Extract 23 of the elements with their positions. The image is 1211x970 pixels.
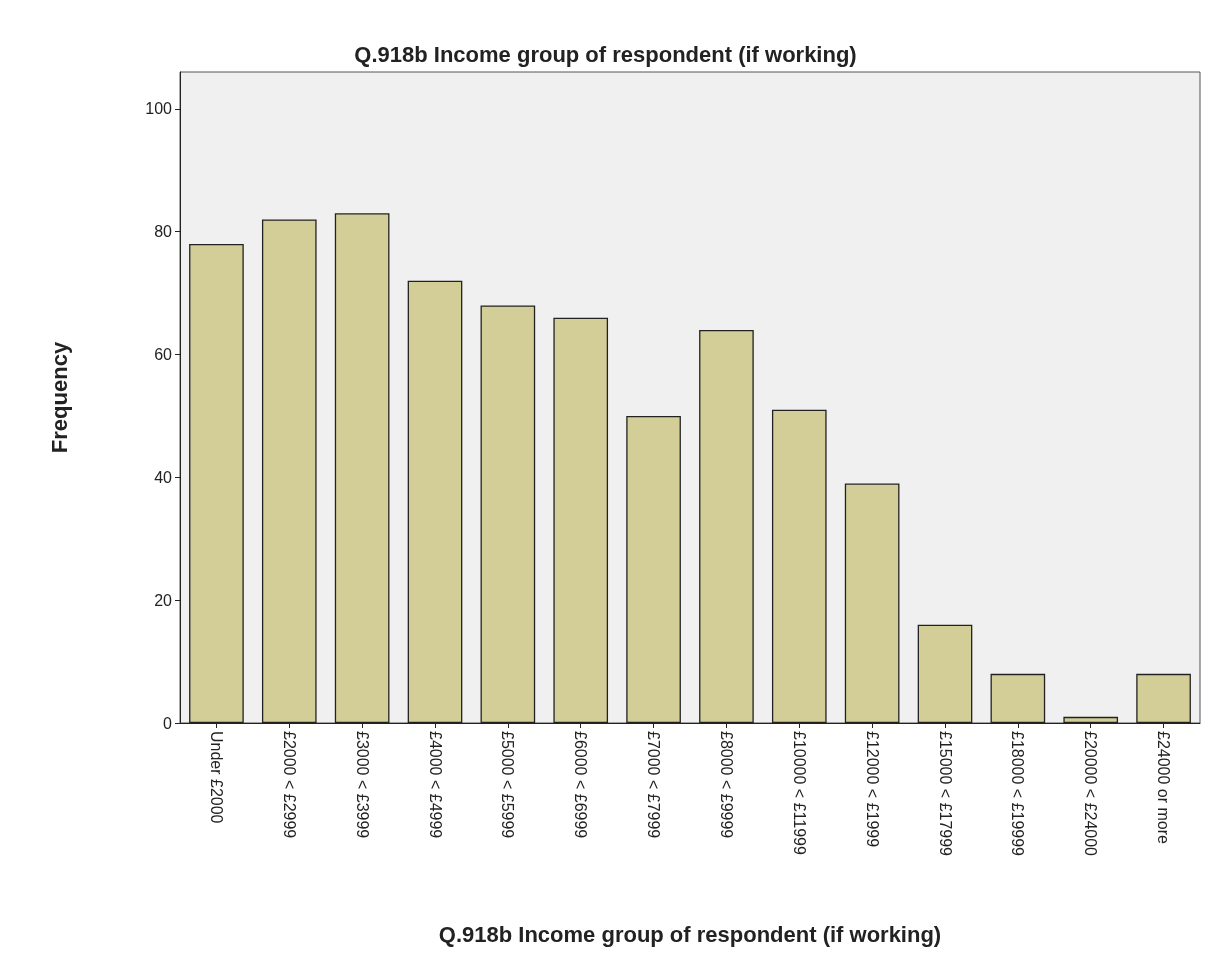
x-tick-label: £6000 < £6999	[572, 731, 590, 839]
x-tick-label: £3000 < £3999	[353, 731, 371, 839]
chart-title: Q.918b Income group of respondent (if working)	[354, 41, 857, 67]
x-tick-label: £5000 < £5999	[499, 731, 517, 839]
x-tick-label: Under £2000	[207, 731, 225, 824]
y-tick-label: 100	[145, 100, 173, 118]
x-tick-label: £8000 < £9999	[717, 731, 735, 839]
x-tick-label: £15000 < £17999	[936, 731, 954, 857]
y-tick-label: 20	[154, 591, 173, 609]
x-tick-label: £18000 < £19999	[1009, 731, 1027, 857]
x-tick-label: £24000 or more	[1155, 731, 1173, 845]
y-tick-label: 0	[163, 714, 173, 732]
x-tick-label: £10000 < £11999	[790, 731, 808, 855]
x-tick-label: £12000 < £1999	[863, 731, 881, 848]
x-tick-label: £7000 < £7999	[645, 731, 663, 839]
x-tick-label: £20000 < £24000	[1082, 731, 1100, 857]
x-tick-label: £2000 < £2999	[280, 731, 298, 839]
x-axis-title: Q.918b Income group of respondent (if working)	[438, 921, 942, 947]
y-axis-title: Frequency	[46, 341, 72, 454]
y-tick-label: 60	[154, 346, 173, 364]
y-tick-label: 40	[154, 468, 173, 486]
x-tick-label: £4000 < £4999	[426, 731, 444, 839]
y-tick-label: 80	[154, 223, 173, 241]
